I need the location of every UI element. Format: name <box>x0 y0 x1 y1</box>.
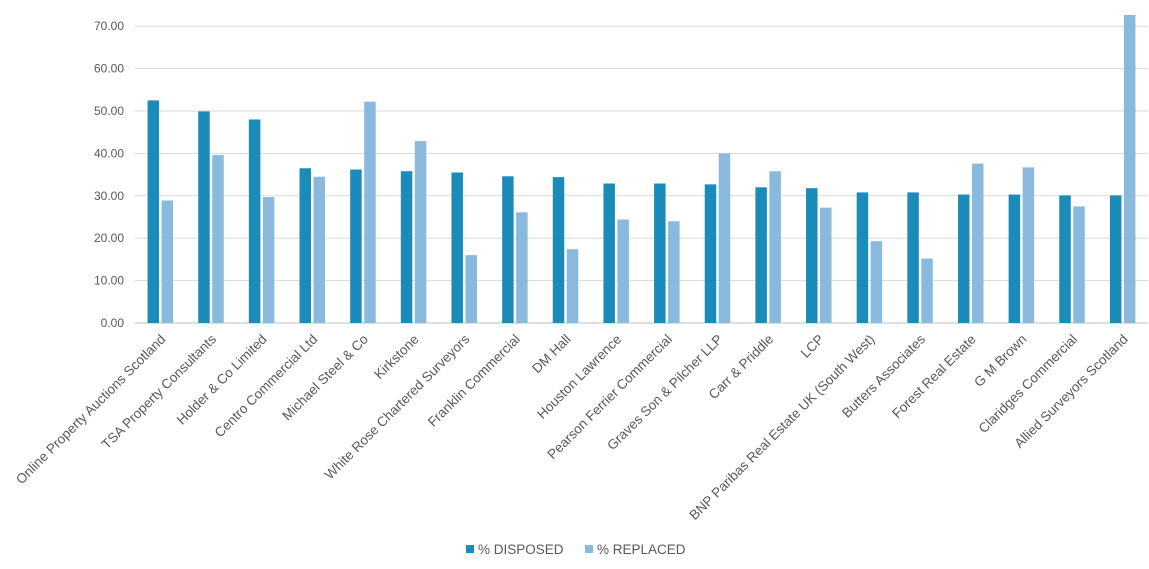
bar-replaced <box>414 141 427 323</box>
bars <box>147 15 1136 324</box>
y-tick-label: 20.00 <box>94 231 124 245</box>
bar-disposed <box>451 172 463 323</box>
gridlines <box>135 25 1148 324</box>
bar-disposed <box>755 187 767 323</box>
bar-replaced <box>465 255 477 323</box>
x-category-label: Kirkstone <box>371 332 421 382</box>
bar-disposed <box>856 192 869 323</box>
legend-label-replaced: % REPLACED <box>597 542 686 557</box>
bar-replaced <box>1022 167 1035 323</box>
bar-replaced <box>668 221 680 323</box>
legend: % DISPOSED % REPLACED <box>466 542 686 557</box>
bar-replaced <box>921 258 933 323</box>
x-category-label: BNP Paribas Real Estate UK (South West) <box>686 332 877 523</box>
bar-replaced <box>971 163 984 323</box>
bar-disposed <box>147 100 160 324</box>
x-category-label: Michael Steel & Co <box>279 332 371 424</box>
bar-disposed <box>957 194 970 323</box>
y-axis-ticks: 0.00 10.00 20.00 30.00 40.00 50.00 60.00 70.00 <box>94 19 124 330</box>
bar-replaced <box>820 207 832 323</box>
bar-replaced <box>516 212 528 323</box>
y-tick-label: 10.00 <box>94 274 124 288</box>
x-category-label: DM Hall <box>529 332 574 377</box>
x-category-label: Forest Real Estate <box>889 332 979 422</box>
bar-replaced <box>364 101 376 323</box>
bar-replaced <box>718 153 731 323</box>
bar-disposed <box>1008 194 1021 323</box>
bar-disposed <box>350 169 362 323</box>
x-category-label: Houston Lawrence <box>534 332 624 422</box>
bar-replaced <box>1073 206 1085 323</box>
x-category-label: LCP <box>798 332 827 361</box>
bar-replaced <box>313 176 326 323</box>
bar-disposed <box>704 184 717 323</box>
x-category-label: Franklin Commercial <box>425 332 523 430</box>
bar-replaced <box>262 197 275 323</box>
x-category-label: Holder & Co Limited <box>174 332 270 428</box>
bar-disposed <box>502 176 514 323</box>
y-tick-label: 0.00 <box>101 316 125 330</box>
y-tick-label: 60.00 <box>94 62 124 76</box>
bar-disposed <box>603 183 615 323</box>
bar-disposed <box>552 177 565 323</box>
bar-disposed <box>654 183 666 323</box>
bar-replaced <box>870 241 883 323</box>
y-tick-label: 30.00 <box>94 189 124 203</box>
bar-disposed <box>198 111 210 323</box>
y-tick-label: 50.00 <box>94 104 124 118</box>
bar-replaced <box>566 249 579 323</box>
x-category-label: Centro Commercial Ltd <box>212 332 321 441</box>
bar-replaced <box>1123 15 1136 323</box>
bar-disposed <box>400 171 413 323</box>
legend-swatch-replaced <box>585 545 593 553</box>
bar-disposed <box>1109 195 1122 323</box>
x-category-label: Claridges Commercial <box>976 332 1081 437</box>
bar-disposed <box>1059 195 1071 323</box>
bar-disposed <box>299 168 312 323</box>
y-tick-label: 40.00 <box>94 146 124 160</box>
bar-disposed <box>907 192 919 323</box>
legend-swatch-disposed <box>466 545 474 553</box>
y-tick-label: 70.00 <box>94 19 124 33</box>
bar-replaced <box>617 219 629 323</box>
legend-label-disposed: % DISPOSED <box>478 542 564 557</box>
bar-replaced <box>161 200 174 323</box>
bar-replaced <box>212 155 224 323</box>
bar-disposed <box>806 188 818 323</box>
bar-disposed <box>248 119 261 323</box>
bar-replaced <box>769 171 781 323</box>
